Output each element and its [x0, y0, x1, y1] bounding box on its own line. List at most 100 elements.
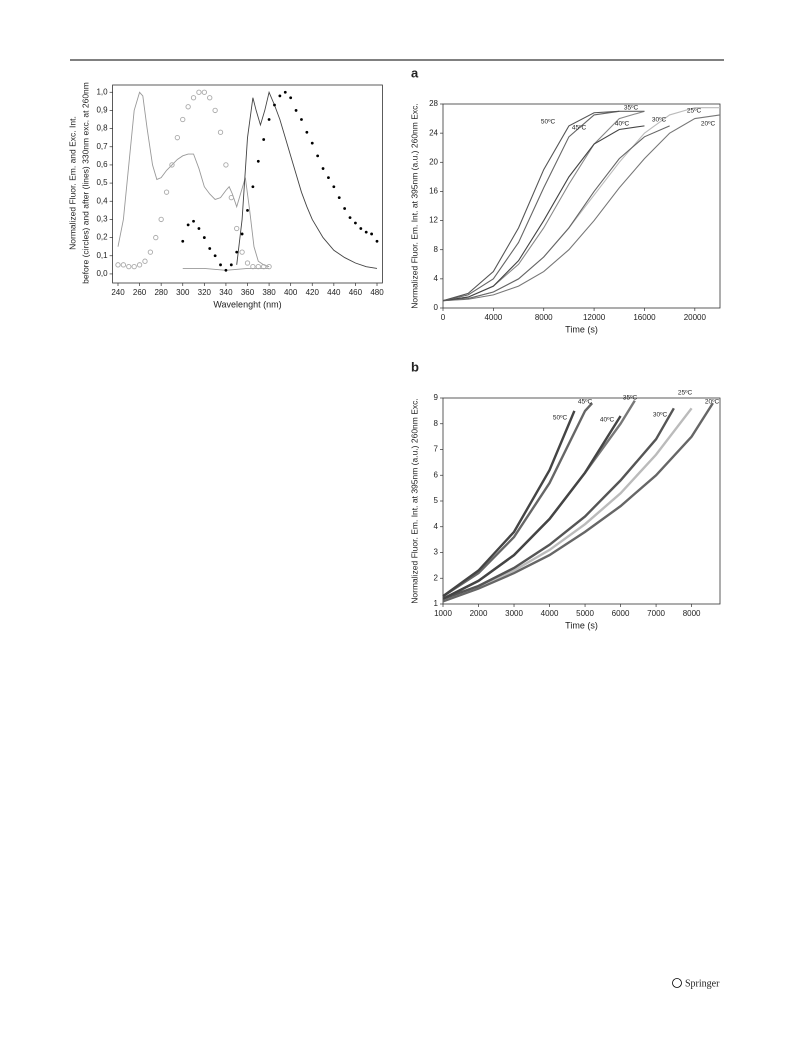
- y-tick-label: 0,9: [96, 106, 108, 115]
- publisher: Springer: [685, 978, 720, 989]
- dot-point: [364, 230, 368, 234]
- series-line: [442, 107, 720, 302]
- dot-point: [278, 94, 282, 98]
- plot-frame: [442, 397, 721, 605]
- open-circle-point: [169, 162, 175, 168]
- open-circle-point: [217, 129, 224, 135]
- open-circle-point: [190, 95, 197, 101]
- series-label: 50ºC: [541, 119, 556, 126]
- open-circle-point: [174, 135, 181, 141]
- x-tick-label: 5000: [576, 609, 594, 618]
- panel-label: b: [411, 359, 419, 374]
- x-tick-label: 240: [111, 288, 125, 297]
- dot-point: [359, 227, 363, 230]
- x-tick-label: 260: [133, 288, 147, 297]
- open-circle-point: [207, 95, 213, 101]
- series-line: [442, 402, 594, 598]
- series-label: 35ºC: [624, 105, 639, 112]
- x-tick-label: 3000: [505, 609, 523, 618]
- open-circle-point: [153, 234, 159, 241]
- series-label: 45ºC: [572, 125, 587, 132]
- x-tick-label: 4000: [541, 609, 559, 618]
- y-tick-label: 7: [434, 445, 439, 454]
- open-circle-point: [228, 194, 234, 201]
- dot-point: [219, 263, 222, 267]
- series-line: [442, 110, 645, 302]
- open-circle-point: [180, 116, 186, 123]
- y-tick-label: 12: [429, 216, 438, 225]
- open-circle-point: [244, 260, 251, 266]
- series-label: 45ºC: [578, 399, 593, 406]
- dot-point: [192, 219, 195, 223]
- y-tick-label: 0,1: [96, 251, 108, 260]
- dot-point: [332, 185, 336, 189]
- dot-point: [337, 196, 341, 200]
- dot-point: [305, 130, 309, 134]
- open-circle-point: [142, 258, 148, 264]
- plot-frame: [442, 103, 721, 309]
- open-circle-point: [163, 189, 170, 195]
- series-line: [442, 402, 714, 603]
- y-tick-label: 8: [434, 245, 439, 254]
- series-line: [442, 114, 721, 302]
- y-tick-label: 28: [429, 99, 438, 108]
- x-tick-label: 400: [284, 288, 298, 297]
- dot-point: [316, 154, 320, 158]
- dot-point: [273, 103, 276, 107]
- y-tick-label: 2: [434, 573, 439, 582]
- open-circle-point: [158, 216, 164, 223]
- x-tick-label: 8000: [683, 609, 701, 618]
- open-circle-point: [115, 262, 121, 268]
- series-label: 50ºC: [553, 415, 568, 422]
- series-line: [442, 415, 622, 600]
- dot-point: [289, 96, 293, 100]
- open-circle-point: [185, 104, 191, 110]
- open-circle-point: [201, 89, 207, 95]
- dot-point: [343, 207, 347, 210]
- open-circle-point: [261, 264, 267, 270]
- panel-label: a: [411, 65, 419, 80]
- series-label: 35ºC: [623, 395, 638, 402]
- x-tick-label: 8000: [535, 313, 553, 322]
- x-tick-label: 300: [176, 288, 190, 297]
- dot-point: [256, 159, 260, 163]
- open-circle-point: [239, 249, 245, 255]
- dot-point: [310, 141, 314, 145]
- x-axis-label: Time (s): [565, 620, 598, 630]
- dot-point: [375, 239, 379, 243]
- open-circle-point: [212, 107, 218, 114]
- open-circle-point: [196, 89, 202, 95]
- series-label: 25ºC: [678, 390, 693, 397]
- dot-point: [262, 138, 266, 141]
- x-tick-label: 20000: [684, 313, 707, 322]
- y-tick-label: 0,8: [96, 124, 108, 133]
- y-tick-label: 9: [434, 393, 439, 402]
- y-tick-label: 4: [434, 274, 439, 283]
- x-tick-label: 440: [327, 288, 341, 297]
- x-tick-label: 320: [198, 288, 212, 297]
- x-tick-label: 480: [370, 288, 384, 297]
- dot-point: [246, 208, 249, 212]
- dot-point: [251, 185, 255, 189]
- x-axis-label: Time (s): [565, 324, 598, 334]
- dot-point: [321, 167, 325, 170]
- y-tick-label: 0,7: [96, 142, 108, 151]
- series-label: 40ºC: [615, 121, 630, 128]
- dot-point: [186, 223, 190, 227]
- y-tick-label: 24: [429, 128, 438, 137]
- x-tick-label: 0: [441, 313, 446, 322]
- series-label: 25ºC: [687, 108, 702, 115]
- plot-frame: [112, 84, 383, 284]
- x-tick-label: 12000: [583, 313, 606, 322]
- dot-point: [224, 268, 228, 272]
- open-circle-point: [136, 262, 143, 268]
- dot-point: [300, 118, 303, 121]
- dot-point: [354, 221, 357, 225]
- x-tick-label: 280: [154, 288, 168, 297]
- dot-point: [267, 118, 271, 121]
- series-line: [442, 410, 576, 598]
- y-tick-label: 8: [434, 419, 439, 428]
- y-tick-label: 0,6: [96, 160, 108, 169]
- dot-point: [197, 227, 201, 230]
- open-circle-point: [223, 162, 229, 168]
